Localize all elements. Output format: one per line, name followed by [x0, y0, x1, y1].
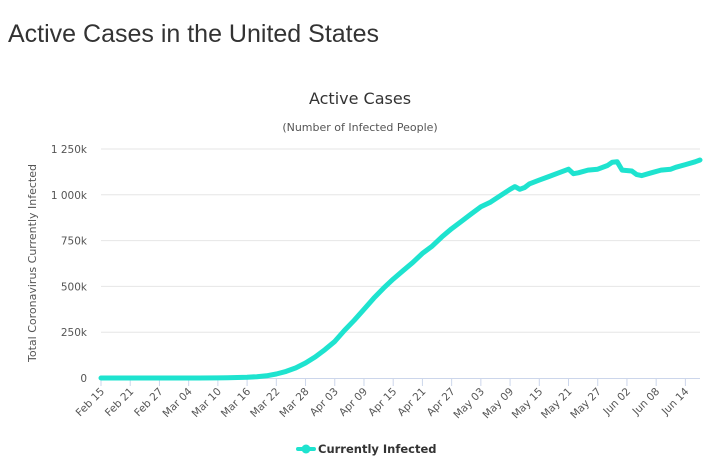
- x-tick-label: May 27: [568, 386, 604, 422]
- x-tick-label: Mar 04: [160, 385, 195, 420]
- x-tick-label: Feb 27: [132, 386, 165, 419]
- y-axis-label: Total Coronavirus Currently Infected: [26, 164, 39, 363]
- legend-swatch-marker: [301, 444, 311, 454]
- y-tick-label: 250k: [61, 327, 88, 339]
- x-tick-label: Apr 03: [308, 386, 341, 419]
- legend-label[interactable]: Currently Infected: [318, 442, 437, 456]
- x-tick-label: May 09: [481, 386, 517, 422]
- x-tick-label: May 21: [539, 386, 575, 422]
- x-tick-label: Mar 28: [277, 386, 311, 420]
- x-tick-label: Mar 22: [248, 386, 282, 420]
- x-tick-label: Jun 08: [630, 386, 663, 419]
- x-tick-label: Mar 10: [190, 386, 224, 420]
- x-tick-label: Jun 02: [600, 386, 633, 419]
- chart-subtitle: (Number of Infected People): [282, 121, 437, 134]
- x-tick-label: Apr 15: [366, 386, 399, 419]
- y-tick-label: 0: [80, 373, 87, 385]
- x-tick-label: Apr 21: [395, 386, 428, 419]
- x-tick-label: Mar 16: [219, 385, 254, 420]
- page-title: Active Cases in the United States: [8, 20, 380, 48]
- x-tick-label: Feb 15: [74, 386, 107, 419]
- y-tick-label: 1 250k: [51, 144, 88, 156]
- legend[interactable]: Currently Infected: [296, 442, 437, 456]
- series-line-currently-infected[interactable]: [98, 157, 703, 381]
- x-tick-label: Apr 09: [337, 386, 370, 419]
- x-tick-label: Jun 14: [659, 385, 692, 418]
- x-tick-label: May 03: [451, 386, 487, 422]
- y-tick-label: 1 000k: [51, 190, 88, 202]
- x-tick-label: May 15: [510, 386, 546, 422]
- x-tick-label: Feb 21: [103, 386, 136, 419]
- y-tick-label: 500k: [61, 281, 88, 293]
- y-tick-label: 750k: [61, 236, 88, 248]
- chart-title: Active Cases: [309, 89, 411, 108]
